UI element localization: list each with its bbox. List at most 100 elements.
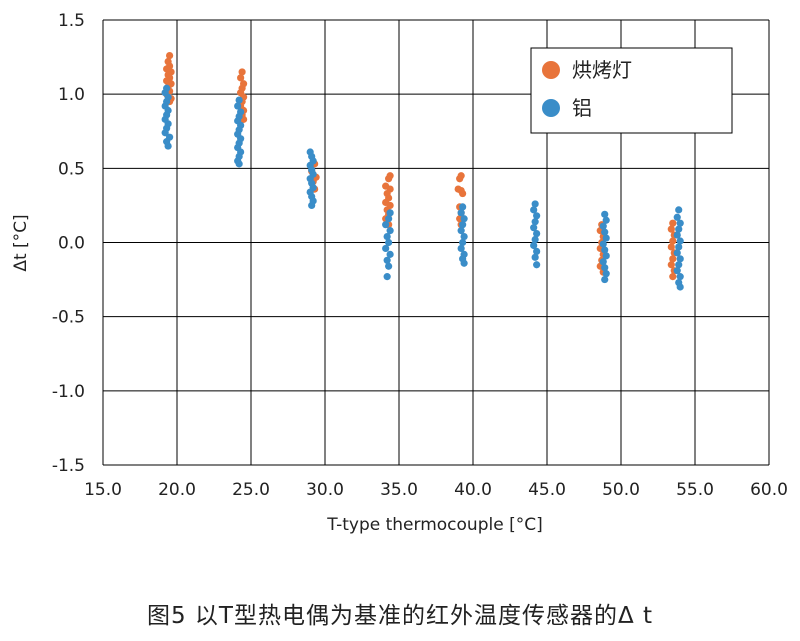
- x-tick-label: 25.0: [232, 480, 270, 500]
- y-tick-label: 0.5: [58, 159, 85, 179]
- x-tick-label: 60.0: [750, 480, 788, 500]
- data-point-series2: [533, 230, 541, 238]
- data-point-series2: [386, 209, 394, 217]
- data-point-series1: [669, 255, 677, 263]
- x-tick-label: 45.0: [528, 480, 566, 500]
- legend-marker-series2: [542, 99, 560, 117]
- x-tick-label: 30.0: [306, 480, 344, 500]
- data-point-series2: [386, 250, 394, 258]
- data-point-series2: [385, 262, 393, 270]
- data-point-series2: [601, 246, 609, 254]
- data-point-series2: [533, 247, 541, 255]
- data-point-series2: [383, 232, 391, 241]
- data-point-series2: [385, 215, 393, 223]
- data-point-series2: [673, 213, 681, 221]
- data-point-series1: [667, 261, 675, 269]
- data-point-series2: [530, 224, 538, 232]
- data-point-series2: [676, 283, 684, 291]
- y-tick-label: -1.5: [52, 456, 85, 476]
- data-point-series2: [164, 142, 172, 150]
- data-point-series2: [382, 244, 390, 253]
- x-tick-label: 55.0: [676, 480, 714, 500]
- data-point-series2: [386, 227, 394, 235]
- data-point-series2: [675, 243, 683, 251]
- y-tick-label: 1.5: [58, 11, 85, 31]
- grid-lines: [102, 19, 770, 466]
- data-point-series2: [675, 225, 683, 233]
- data-point-series2: [675, 206, 683, 214]
- legend-box: [530, 47, 733, 134]
- data-point-series2: [673, 267, 681, 275]
- data-point-series1: [669, 273, 677, 281]
- x-tick-label: 20.0: [158, 480, 196, 500]
- data-point-series2: [602, 216, 610, 224]
- figure-caption: 图5 以T型热电偶为基准的红外温度传感器的Δ t: [146, 603, 654, 629]
- data-point-series1: [385, 175, 393, 183]
- y-axis-title: Δt [°C]: [11, 214, 31, 271]
- data-point-series1: [667, 243, 675, 251]
- data-point-series2: [308, 201, 316, 210]
- data-point-series1: [166, 52, 174, 60]
- y-tick-label: 1.0: [58, 85, 85, 105]
- data-point-series2: [459, 221, 467, 229]
- data-point-series2: [457, 244, 465, 253]
- data-point-series1: [237, 74, 245, 82]
- data-point-series2: [459, 203, 467, 211]
- legend-marker-series1: [542, 61, 560, 79]
- x-tick-label: 40.0: [454, 480, 492, 500]
- data-point-series2: [382, 221, 390, 229]
- data-point-series2: [602, 252, 610, 260]
- data-point-series2: [673, 249, 681, 257]
- data-point-series2: [675, 261, 683, 269]
- y-tick-label: -0.5: [52, 308, 85, 328]
- data-point-series2: [460, 232, 468, 241]
- data-point-series2: [235, 160, 243, 168]
- y-tick-label: 0.0: [58, 234, 85, 254]
- data-point-series2: [599, 222, 607, 230]
- y-tick-label: -1.0: [52, 382, 85, 402]
- data-point-series1: [456, 175, 464, 183]
- data-point-series2: [530, 206, 538, 214]
- data-point-series1: [459, 189, 467, 198]
- data-point-series2: [531, 235, 539, 244]
- data-point-series2: [602, 234, 610, 242]
- x-axis-title: T-type thermocouple [°C]: [326, 515, 542, 535]
- data-point-series2: [459, 238, 467, 247]
- data-point-series2: [676, 219, 684, 227]
- data-point-series2: [531, 253, 539, 261]
- data-point-series2: [602, 270, 610, 278]
- data-point-series2: [460, 215, 468, 223]
- legend: 烘烤灯 铝: [530, 47, 733, 134]
- data-point-series2: [530, 241, 538, 250]
- data-point-series1: [667, 225, 675, 233]
- x-tick-label: 35.0: [380, 480, 418, 500]
- data-point-series2: [457, 227, 465, 235]
- data-point-series2: [676, 237, 684, 245]
- data-point-series2: [533, 261, 541, 269]
- legend-label-series2: 铝: [572, 96, 592, 120]
- tick-labels: 15.0 20.0 25.0 30.0 35.0 40.0 45.0 50.0 55.0 60.0…: [52, 11, 788, 500]
- data-points: [161, 52, 684, 291]
- data-point-series1: [669, 219, 677, 227]
- data-point-series2: [601, 264, 609, 272]
- legend-label-series1: 烘烤灯: [572, 58, 632, 82]
- data-point-series2: [533, 212, 541, 220]
- data-point-series2: [235, 96, 243, 104]
- data-point-series2: [161, 129, 169, 137]
- data-point-series2: [599, 258, 607, 266]
- data-point-series2: [676, 255, 684, 263]
- data-point-series2: [383, 273, 391, 281]
- data-point-series2: [601, 210, 609, 218]
- data-point-series2: [385, 238, 393, 247]
- data-point-series2: [383, 256, 391, 264]
- data-point-series2: [673, 231, 681, 239]
- data-point-series2: [531, 200, 539, 208]
- data-point-series2: [676, 273, 684, 281]
- data-point-series1: [669, 237, 677, 245]
- data-point-series2: [460, 259, 468, 267]
- x-tick-label: 50.0: [602, 480, 640, 500]
- scatter-chart: 15.0 20.0 25.0 30.0 35.0 40.0 45.0 50.0 55.0 60.0…: [11, 11, 788, 535]
- data-point-series2: [599, 240, 607, 248]
- data-point-series2: [601, 275, 609, 284]
- data-point-series2: [234, 102, 242, 110]
